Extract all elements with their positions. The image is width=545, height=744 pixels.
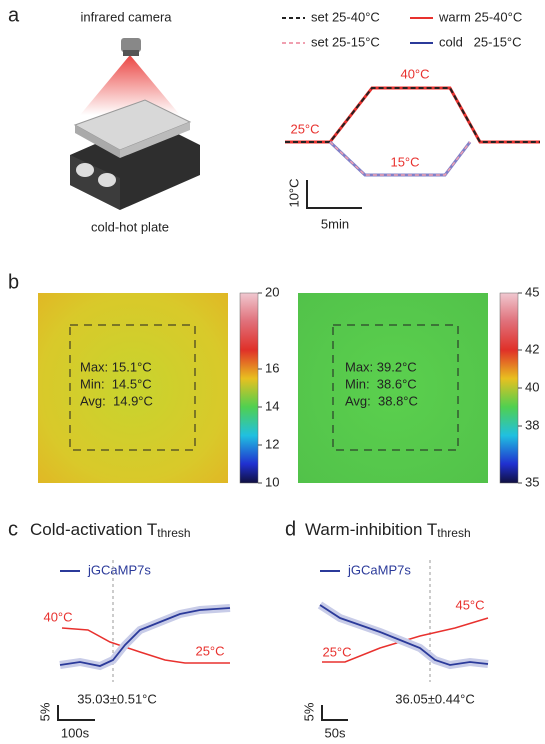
panel-title: Cold-activation Tthresh [30,520,191,540]
threshold-label: 36.05±0.44°C [395,691,475,706]
roi-stat: Avg: 38.8°C [345,393,418,408]
annotation: 45°C [455,597,484,612]
camera-icon [80,38,180,115]
panel-label: a [8,4,20,26]
legend: set 25-40°C warm 25-40°C set 25-15°C col… [282,9,522,49]
legend-label: set 25-15°C [311,34,380,49]
legend-label: jGCaMP7s [87,562,151,577]
colorbar-tick-label: 20 [265,284,279,299]
camera-label: infrared camera [80,9,172,24]
legend-label: set 25-40°C [311,9,380,24]
scale-label: 50s [325,725,346,740]
panel-title: Warm-inhibition Tthresh [305,520,471,540]
colorbar [240,293,258,483]
roi-stat: Max: 15.1°C [80,359,152,374]
title-subscript: thresh [157,526,190,540]
roi-stat: Min: 38.6°C [345,376,417,391]
roi-stat: Max: 39.2°C [345,359,417,374]
colorbar-tick-label: 14 [265,398,279,413]
hot-plate-icon [70,100,200,210]
scale-label: 5min [321,216,349,231]
scale-label: 10°C [286,178,301,207]
scale-label: 100s [61,725,90,740]
legend-label: jGCaMP7s [347,562,411,577]
colorbar-tick-label: 16 [265,360,279,375]
annotation: 25°C [290,121,319,136]
scale-bar [58,705,95,720]
panel-label: c [8,518,18,540]
legend-label: cold 25-15°C [439,34,522,49]
scale-label: 5% [301,702,316,721]
annotation: 25°C [322,644,351,659]
figure: a infrared camera cold-hot plate set 25-… [0,0,545,744]
annotation: 40°C [43,609,72,624]
colorbar-tick-label: 12 [265,436,279,451]
colorbar-tick-label: 45 [525,284,539,299]
scale-bar [307,180,362,208]
panel-label: b [8,271,19,293]
annotation: 25°C [195,643,224,658]
legend-label: warm 25-40°C [438,9,522,24]
scale-bar [322,705,348,720]
panel-label: d [285,518,296,540]
title: Cold-activation T [30,520,157,539]
roi-stat: Min: 14.5°C [80,376,152,391]
colorbar-tick-label: 38 [525,417,539,432]
plate-label: cold-hot plate [91,219,169,234]
annotation: 40°C [400,66,429,81]
title-subscript: thresh [437,526,470,540]
roi-stat: Avg: 14.9°C [80,393,153,408]
title: Warm-inhibition T [305,520,437,539]
colorbar-tick-label: 10 [265,474,279,489]
colorbar [500,293,518,483]
threshold-label: 35.03±0.51°C [77,691,157,706]
colorbar-tick-label: 35 [525,474,539,489]
annotation: 15°C [390,154,419,169]
scale-label: 5% [37,702,52,721]
colorbar-tick-label: 42 [525,341,539,356]
colorbar-tick-label: 40 [525,379,539,394]
